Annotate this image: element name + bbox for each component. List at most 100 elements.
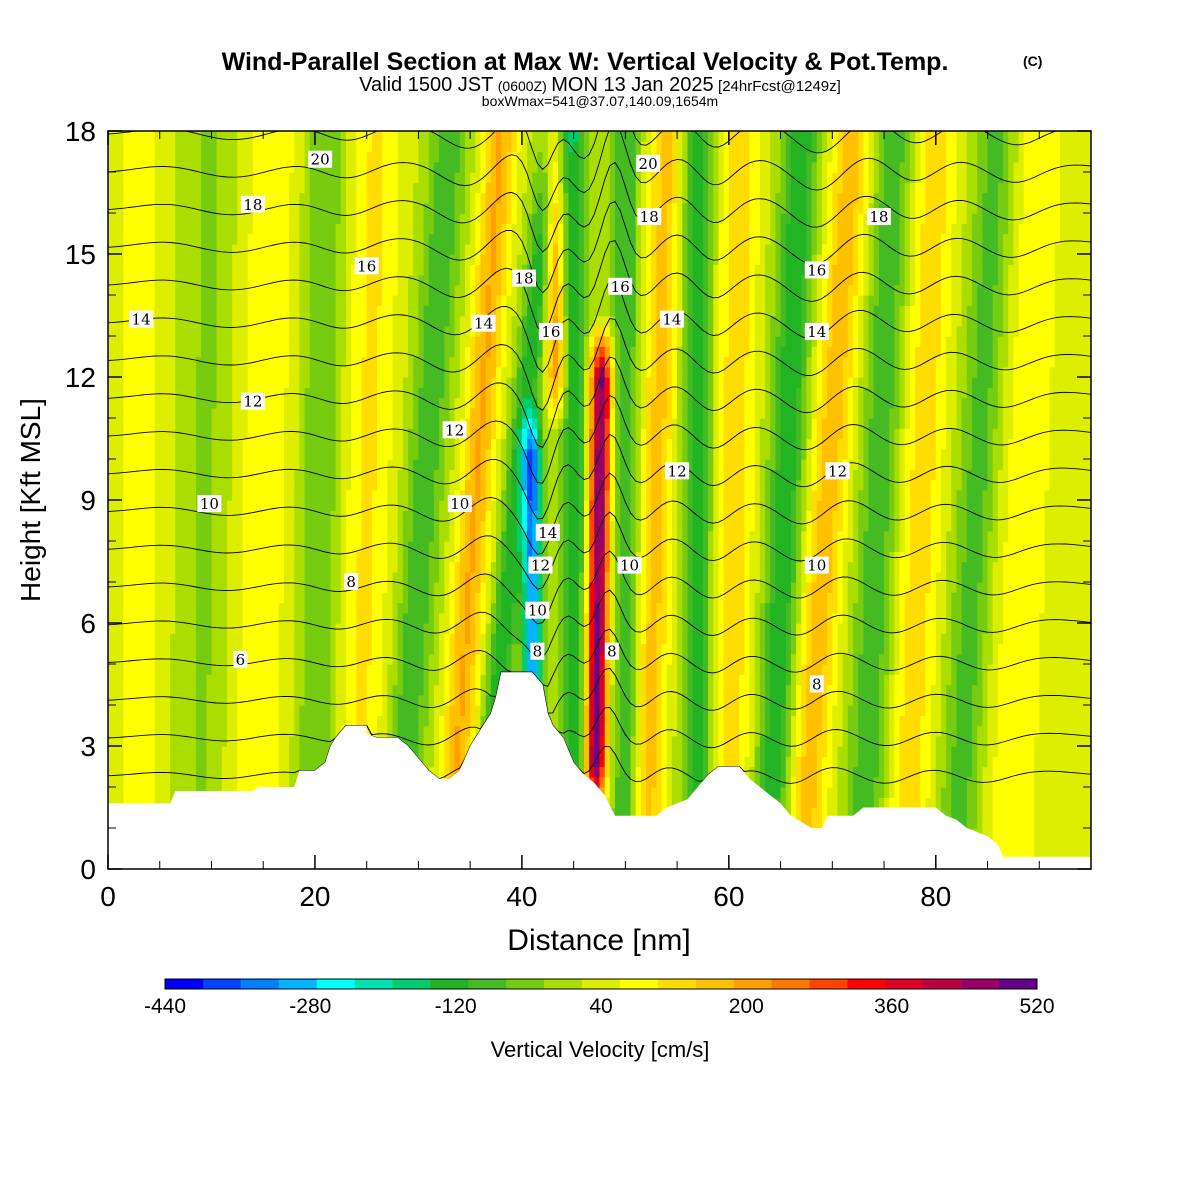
velocity-cell bbox=[418, 254, 425, 265]
velocity-cell bbox=[433, 602, 440, 614]
velocity-cell bbox=[170, 787, 176, 798]
velocity-cell bbox=[154, 469, 161, 481]
velocity-cell bbox=[423, 520, 430, 532]
velocity-cell bbox=[278, 418, 285, 429]
velocity-cell bbox=[423, 223, 430, 235]
velocity-cell bbox=[268, 346, 275, 358]
velocity-cell bbox=[459, 643, 466, 655]
velocity-cell bbox=[190, 346, 197, 358]
velocity-cell bbox=[133, 151, 140, 163]
velocity-cell bbox=[454, 356, 461, 368]
velocity-cell bbox=[227, 233, 233, 245]
velocity-cell bbox=[356, 274, 363, 286]
velocity-cell bbox=[154, 315, 161, 327]
velocity-cell bbox=[170, 776, 176, 788]
velocity-cell bbox=[356, 243, 363, 255]
velocity-cell bbox=[144, 151, 151, 163]
velocity-cell bbox=[108, 202, 114, 214]
velocity-cell bbox=[154, 602, 161, 614]
velocity-cell bbox=[242, 284, 249, 296]
velocity-cell bbox=[133, 797, 140, 809]
velocity-cell bbox=[273, 428, 280, 440]
velocity-cell bbox=[428, 213, 435, 224]
velocity-cell bbox=[221, 141, 228, 153]
velocity-cell bbox=[242, 674, 249, 686]
velocity-cell bbox=[361, 653, 368, 665]
velocity-cell bbox=[397, 418, 404, 429]
velocity-cell bbox=[154, 182, 161, 194]
velocity-cell bbox=[439, 315, 445, 327]
velocity-cell bbox=[428, 161, 435, 173]
velocity-cell bbox=[154, 233, 161, 245]
velocity-cell bbox=[211, 387, 218, 399]
velocity-cell bbox=[314, 674, 321, 686]
velocity-cell bbox=[258, 161, 264, 173]
velocity-cell bbox=[216, 325, 223, 337]
velocity-cell bbox=[397, 336, 404, 347]
velocity-cell bbox=[418, 633, 425, 645]
velocity-cell bbox=[439, 623, 445, 634]
velocity-cell bbox=[273, 366, 280, 378]
velocity-cell bbox=[242, 377, 249, 388]
velocity-cell bbox=[304, 213, 311, 224]
velocity-cell bbox=[278, 172, 285, 183]
velocity-cell bbox=[139, 356, 145, 368]
velocity-cell bbox=[175, 623, 182, 634]
velocity-cell bbox=[196, 766, 202, 778]
velocity-cell bbox=[433, 756, 440, 768]
velocity-cell bbox=[123, 571, 130, 583]
velocity-cell bbox=[227, 541, 233, 552]
velocity-cell bbox=[428, 428, 435, 440]
velocity-cell bbox=[330, 325, 337, 337]
velocity-cell bbox=[211, 612, 218, 624]
velocity-cell bbox=[180, 356, 187, 368]
velocity-cell bbox=[133, 643, 140, 655]
velocity-cell bbox=[289, 202, 295, 214]
velocity-cell bbox=[164, 233, 171, 245]
velocity-cell bbox=[263, 418, 270, 429]
velocity-cell bbox=[252, 295, 259, 306]
forecast-info: [24hrFcst@1249z] bbox=[718, 78, 841, 95]
velocity-cell bbox=[159, 766, 166, 778]
velocity-cell bbox=[366, 500, 373, 511]
velocity-cell bbox=[185, 284, 192, 296]
velocity-cell bbox=[413, 623, 420, 634]
velocity-cell bbox=[382, 725, 389, 737]
velocity-cell bbox=[185, 592, 192, 604]
velocity-cell bbox=[216, 602, 223, 614]
velocity-cell bbox=[325, 448, 332, 460]
velocity-cell bbox=[185, 612, 192, 624]
velocity-cell bbox=[387, 592, 394, 604]
velocity-cell bbox=[133, 356, 140, 368]
velocity-cell bbox=[144, 510, 151, 522]
velocity-cell bbox=[268, 520, 275, 532]
velocity-cell bbox=[444, 151, 451, 163]
velocity-cell bbox=[211, 582, 218, 593]
velocity-cell bbox=[330, 602, 337, 614]
velocity-cell bbox=[175, 766, 182, 778]
velocity-cell bbox=[340, 131, 347, 142]
velocity-cell bbox=[232, 561, 239, 573]
velocity-cell bbox=[201, 448, 207, 460]
velocity-cell bbox=[314, 141, 321, 153]
velocity-cell bbox=[201, 766, 207, 778]
velocity-cell bbox=[340, 428, 347, 440]
velocity-cell bbox=[387, 223, 394, 235]
velocity-cell bbox=[149, 233, 156, 245]
velocity-cell bbox=[320, 264, 326, 276]
velocity-cell bbox=[263, 284, 270, 296]
velocity-cell bbox=[351, 643, 358, 655]
velocity-cell bbox=[325, 582, 332, 593]
velocity-cell bbox=[108, 438, 114, 450]
velocity-cell bbox=[175, 213, 182, 224]
velocity-cell bbox=[289, 346, 295, 358]
velocity-cell bbox=[144, 387, 151, 399]
velocity-cell bbox=[351, 653, 358, 665]
velocity-cell bbox=[325, 233, 332, 245]
velocity-cell bbox=[221, 674, 228, 686]
velocity-cell bbox=[294, 448, 301, 460]
velocity-cell bbox=[361, 551, 368, 563]
velocity-cell bbox=[294, 407, 301, 419]
velocity-cell bbox=[294, 756, 301, 768]
velocity-cell bbox=[268, 500, 275, 511]
